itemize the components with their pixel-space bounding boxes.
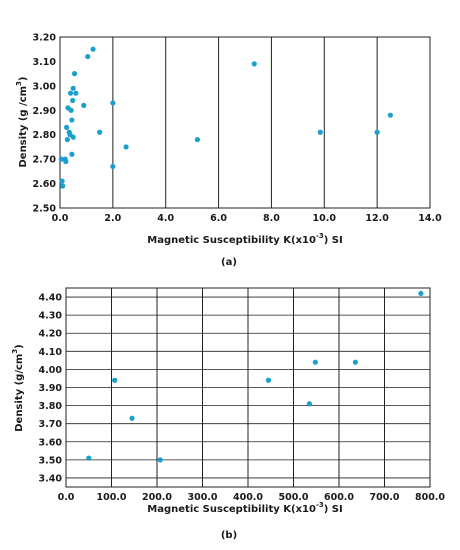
chart-b-x-tick-label: 200.0 [142, 492, 172, 503]
chart-a-point [73, 90, 79, 96]
chart-b-y-tick-label: 4.00 [39, 365, 63, 376]
chart-a-y-axis-label: Density (g /cm3) [15, 76, 29, 167]
chart-b-point [157, 457, 163, 463]
chart-b-y-tick-label: 3.90 [39, 383, 63, 394]
chart-b-point [112, 377, 118, 383]
chart-b-y-axis-label: Density (g/cm3) [11, 344, 25, 432]
chart-a-point [251, 61, 257, 67]
chart-b-y-tick-label: 3.60 [39, 437, 63, 448]
chart-a-y-tick-label: 3.00 [33, 81, 57, 92]
chart-a-point [64, 124, 70, 130]
chart-a-point [70, 97, 76, 104]
chart-a-point [90, 46, 96, 52]
chart-b-x-tick-label: 100.0 [96, 492, 126, 503]
chart-a-x-tick-label: 6.0 [210, 213, 227, 224]
chart-b-point [352, 359, 358, 365]
chart-a-x-tick-label: 12.0 [365, 213, 389, 224]
chart-a-point [194, 137, 201, 143]
chart-b-y-tick-label: 4.10 [39, 347, 63, 358]
chart-a-point [70, 85, 76, 91]
chart-b-y-tick-label: 4.30 [39, 311, 63, 322]
chart-a-x-tick-label: 4.0 [157, 213, 174, 224]
chart-a-grid [112, 37, 378, 208]
chart-a-point [85, 53, 91, 60]
chart-a-x-tick-label: 10.0 [313, 213, 337, 224]
chart-b-y-tick-label: 3.50 [39, 455, 63, 466]
chart-b-panel-label: (b) [221, 530, 237, 541]
chart-b-x-tick-label: 300.0 [187, 492, 217, 503]
chart-a-x-tick-label: 8.0 [263, 213, 280, 224]
chart-b-y-tick-label: 3.80 [39, 401, 63, 412]
chart-b-x-axis-label: Magnetic Susceptibility K(x10-3) SI [147, 501, 342, 515]
chart-a-y-tick-label: 2.90 [33, 106, 57, 117]
chart-a-x-tick-label: 0.0 [52, 213, 69, 224]
chart-b-plot-area [65, 287, 431, 488]
chart-b-y-ticks: 3.40 3.50 3.60 3.70 3.80 3.90 4.00 4.10 4.20 4.30… [39, 293, 63, 485]
chart-a-point [317, 129, 323, 135]
chart-a-point [69, 117, 75, 123]
chart-a-y-tick-label: 3.10 [33, 57, 57, 68]
chart-a-plot-area [59, 36, 431, 209]
chart-a-point [71, 71, 78, 77]
chart-a-point [81, 102, 87, 108]
chart-a-y-tick-label: 3.20 [33, 33, 57, 44]
chart-b-point [306, 401, 313, 407]
chart-a-x-axis-label: Magnetic Susceptibility K(x10-3) SI [147, 232, 342, 246]
chart-b-point [86, 455, 92, 461]
chart-a-point [63, 158, 69, 165]
chart-a-panel-label: (a) [221, 257, 237, 268]
chart-a-x-tick-label: 14.0 [418, 213, 442, 224]
chart-b-y-tick-label: 4.20 [39, 329, 63, 340]
chart-b-point [312, 359, 318, 365]
chart-b-y-tick-label: 3.70 [39, 419, 63, 430]
chart-b-x-tick-label: 400.0 [233, 492, 263, 503]
chart-a-point [97, 129, 103, 135]
chart-a-point [374, 129, 380, 135]
chart-b-point [129, 415, 135, 421]
chart-b-x-tick-label: 0.0 [58, 492, 75, 503]
chart-a-point [110, 100, 116, 106]
chart-a-point [59, 178, 65, 184]
chart-b-y-tick-label: 3.40 [39, 473, 63, 484]
chart-b-x-tick-label: 600.0 [324, 492, 354, 503]
chart-b: 0.0 100.0 200.0 300.0 400.0 500.0 600.0 700.0 80… [11, 287, 446, 541]
chart-a-y-tick-label: 2.70 [33, 155, 57, 166]
chart-a-x-tick-label: 2.0 [104, 213, 121, 224]
chart-a-point [110, 163, 116, 170]
chart-b-grid [66, 288, 430, 487]
chart-b-point [418, 290, 424, 297]
chart-a-point [70, 134, 76, 140]
chart-a-x-ticks: 0.0 2.0 4.0 6.0 8.0 10.0 12.0 14.0 [52, 213, 443, 224]
chart-a-y-tick-label: 2.80 [33, 130, 57, 141]
chart-a-point [68, 107, 74, 113]
chart-a-y-tick-label: 2.60 [33, 179, 57, 190]
chart-a-y-ticks: 2.50 2.60 2.70 2.80 2.90 3.00 3.10 3.20 [33, 33, 57, 215]
chart-a-points [58, 46, 393, 189]
chart-b-x-tick-label: 500.0 [278, 492, 308, 503]
chart-b-x-tick-label: 800.0 [415, 492, 445, 503]
chart-a-point [58, 156, 64, 162]
chart-b-x-ticks: 0.0 100.0 200.0 300.0 400.0 500.0 600.0 700.0 80… [58, 492, 446, 503]
chart-b-point [265, 377, 272, 383]
chart-b-y-tick-label: 4.40 [39, 293, 63, 304]
chart-b-points [86, 290, 424, 463]
chart-a-point [387, 112, 393, 118]
chart-a-y-tick-label: 2.50 [33, 204, 57, 215]
chart-a-point [123, 144, 129, 150]
chart-a: 0.0 2.0 4.0 6.0 8.0 10.0 12.0 14.0 2.50 2.60 2.70… [15, 33, 442, 269]
chart-a-point [67, 90, 74, 96]
chart-a-point [69, 151, 75, 157]
chart-b-x-tick-label: 700.0 [369, 492, 399, 503]
chart-a-point [60, 183, 66, 189]
chart-a-point [64, 137, 70, 143]
